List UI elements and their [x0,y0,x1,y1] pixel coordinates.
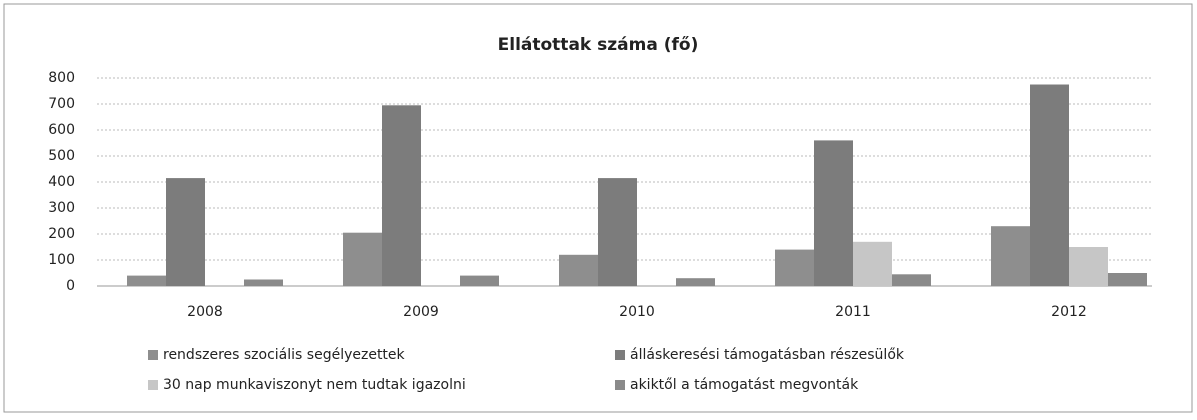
y-tick-label: 600 [48,122,75,138]
bar [343,232,382,286]
bar [460,275,499,286]
y-tick-label: 0 [66,278,75,294]
y-tick-label: 500 [48,148,75,164]
bar [676,278,715,286]
y-tick-label: 700 [48,96,75,112]
bar [1030,84,1069,286]
bar [244,279,283,286]
legend-label: 30 nap munkaviszonyt nem tudtak igazolni [163,377,466,393]
x-tick-label: 2009 [403,304,439,320]
legend-label: akiktől a támogatást megvonták [630,377,859,393]
legend-label: álláskeresési támogatásban részesülők [630,347,905,363]
x-tick-label: 2010 [619,304,655,320]
chart-title: Ellátottak száma (fő) [498,35,699,55]
x-tick-label: 2011 [835,304,871,320]
y-tick-label: 400 [48,174,75,190]
bar [814,140,853,286]
bar [853,241,892,286]
x-tick-label: 2008 [187,304,223,320]
bar [892,274,931,286]
legend-swatch [615,380,625,390]
legend-swatch [148,350,158,360]
bar [775,249,814,286]
y-tick-label: 200 [48,226,75,242]
bar [1069,247,1108,286]
legend-swatch [615,350,625,360]
bar [559,254,598,286]
bar [598,178,637,286]
legend-label: rendszeres szociális segélyezettek [163,347,406,363]
bar [166,178,205,286]
y-tick-label: 100 [48,252,75,268]
bar [1108,273,1147,286]
x-tick-label: 2012 [1051,304,1087,320]
bar [382,105,421,286]
y-tick-label: 800 [48,70,75,86]
y-tick-label: 300 [48,200,75,216]
legend-swatch [148,380,158,390]
bar [127,275,166,286]
bar [991,226,1030,286]
